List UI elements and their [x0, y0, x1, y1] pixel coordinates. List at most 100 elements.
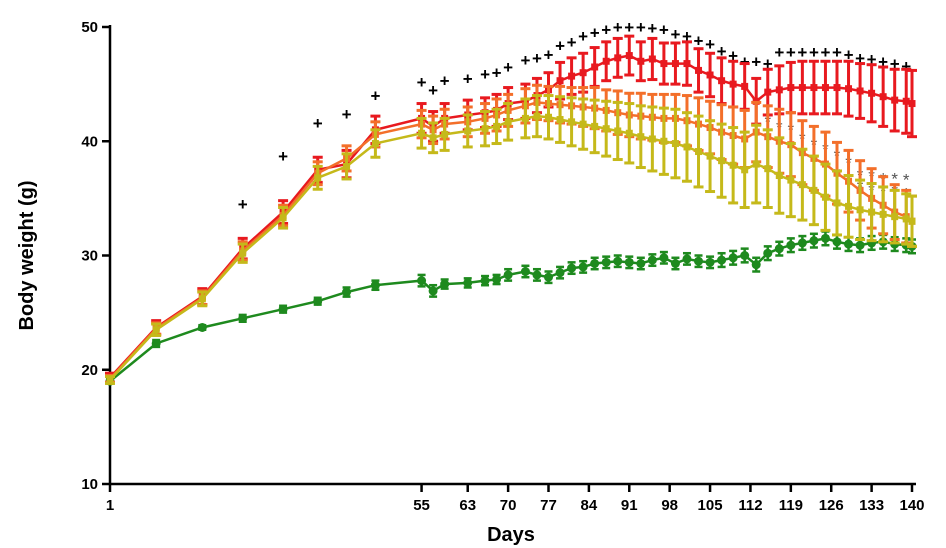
x-tick-label: 112 — [738, 497, 762, 514]
data-point — [591, 63, 599, 71]
data-point — [891, 213, 899, 221]
plus-marker: + — [670, 25, 680, 44]
data-point — [856, 206, 864, 214]
y-tick-label: 30 — [81, 248, 98, 265]
data-point — [868, 89, 876, 97]
data-point — [797, 238, 807, 248]
plus-marker: + — [774, 43, 784, 62]
data-point — [429, 134, 437, 142]
data-point — [845, 85, 853, 93]
data-point — [152, 326, 160, 334]
data-point — [683, 143, 691, 151]
plus-marker: + — [440, 72, 450, 91]
data-point — [833, 84, 841, 92]
data-point — [371, 140, 379, 148]
data-point — [636, 258, 646, 268]
data-point — [418, 129, 426, 137]
data-point — [578, 262, 588, 272]
data-point — [729, 80, 737, 88]
data-point — [625, 52, 633, 60]
plus-marker: + — [480, 65, 490, 84]
x-axis-title: Days — [487, 524, 535, 546]
data-point — [637, 133, 645, 141]
plus-marker: + — [867, 50, 877, 69]
y-tick-label: 50 — [81, 19, 98, 36]
y-axis-title: Body weight (g) — [16, 181, 38, 331]
data-point — [625, 129, 633, 137]
data-point — [844, 239, 854, 249]
plus-marker: + — [463, 69, 473, 88]
data-point — [718, 157, 726, 165]
data-point — [198, 295, 206, 303]
data-point — [891, 96, 899, 104]
plus-marker: + — [520, 51, 530, 70]
data-point — [832, 237, 842, 247]
data-point — [463, 278, 473, 288]
data-point — [493, 122, 501, 130]
x-tick-label: 105 — [698, 497, 723, 514]
data-point — [775, 172, 783, 180]
data-point — [695, 66, 703, 74]
data-point — [670, 258, 680, 268]
data-point — [579, 69, 587, 77]
data-point — [568, 72, 576, 80]
plus-marker: + — [647, 19, 657, 38]
star-marker: * — [903, 171, 910, 190]
y-tick-label: 40 — [81, 133, 98, 150]
data-point — [197, 322, 207, 332]
plus-marker: + — [901, 57, 911, 76]
plus-marker: + — [428, 81, 438, 100]
series-3 — [105, 230, 917, 386]
data-point — [740, 251, 750, 260]
data-point — [845, 202, 853, 210]
data-point — [106, 376, 114, 384]
y-tick-label: 10 — [81, 476, 98, 493]
data-point — [671, 60, 679, 68]
data-point — [764, 88, 772, 96]
plus-marker: + — [624, 18, 634, 37]
series-2 — [105, 94, 917, 385]
data-point — [741, 166, 749, 174]
data-point — [279, 214, 287, 222]
data-point — [314, 174, 322, 182]
data-point — [774, 244, 784, 254]
data-point — [659, 253, 669, 263]
data-point — [682, 254, 692, 264]
data-point — [520, 266, 530, 276]
data-point — [763, 248, 773, 258]
data-point — [648, 55, 656, 63]
data-point — [809, 236, 819, 246]
data-point — [492, 274, 502, 284]
data-point — [602, 125, 610, 133]
plus-marker: + — [601, 20, 611, 39]
data-point — [428, 286, 438, 296]
plus-marker: + — [855, 49, 865, 68]
data-point — [821, 193, 829, 201]
star-marker: * — [891, 170, 898, 189]
data-point — [342, 287, 352, 297]
plus-marker: + — [578, 27, 588, 46]
data-point — [544, 272, 554, 282]
data-point — [441, 130, 449, 138]
data-point — [902, 215, 910, 223]
axes: 10 20 30 40 50 1 55 63 70 77 84 91 98 105 112 119 126 133… — [81, 19, 924, 514]
data-point — [729, 161, 737, 169]
plus-marker: + — [544, 45, 554, 64]
data-point — [647, 255, 657, 265]
plus-marker: + — [590, 24, 600, 43]
data-point — [683, 60, 691, 68]
data-point — [751, 260, 761, 270]
data-point — [660, 60, 668, 68]
plus-marker: + — [751, 52, 761, 71]
data-point — [787, 176, 795, 184]
data-point — [591, 122, 599, 130]
data-point — [579, 120, 587, 128]
data-point — [624, 257, 634, 267]
data-point — [706, 71, 714, 79]
plus-marker: + — [555, 36, 565, 55]
plus-marker: + — [492, 64, 502, 83]
data-point — [706, 152, 714, 160]
plus-marker: + — [613, 18, 623, 37]
plus-marker: + — [567, 33, 577, 52]
data-point — [775, 86, 783, 94]
